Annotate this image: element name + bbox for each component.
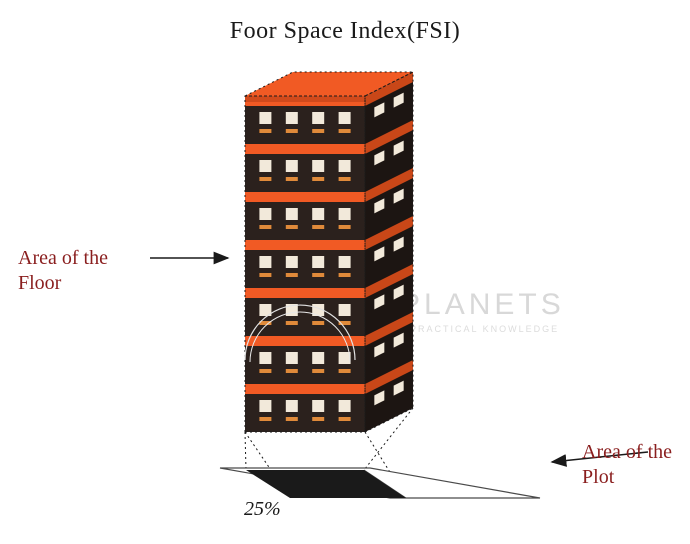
floor-area-label-line1: Area of theFloor	[18, 247, 108, 294]
footprint-percent-label: 25%	[244, 498, 281, 521]
building-illustration	[245, 72, 413, 432]
plot-area-label-line1: Area of thePlot	[582, 441, 672, 488]
floor-area-label: Area of theFloor	[18, 246, 108, 296]
plot-area-label: Area of thePlot	[582, 440, 672, 490]
